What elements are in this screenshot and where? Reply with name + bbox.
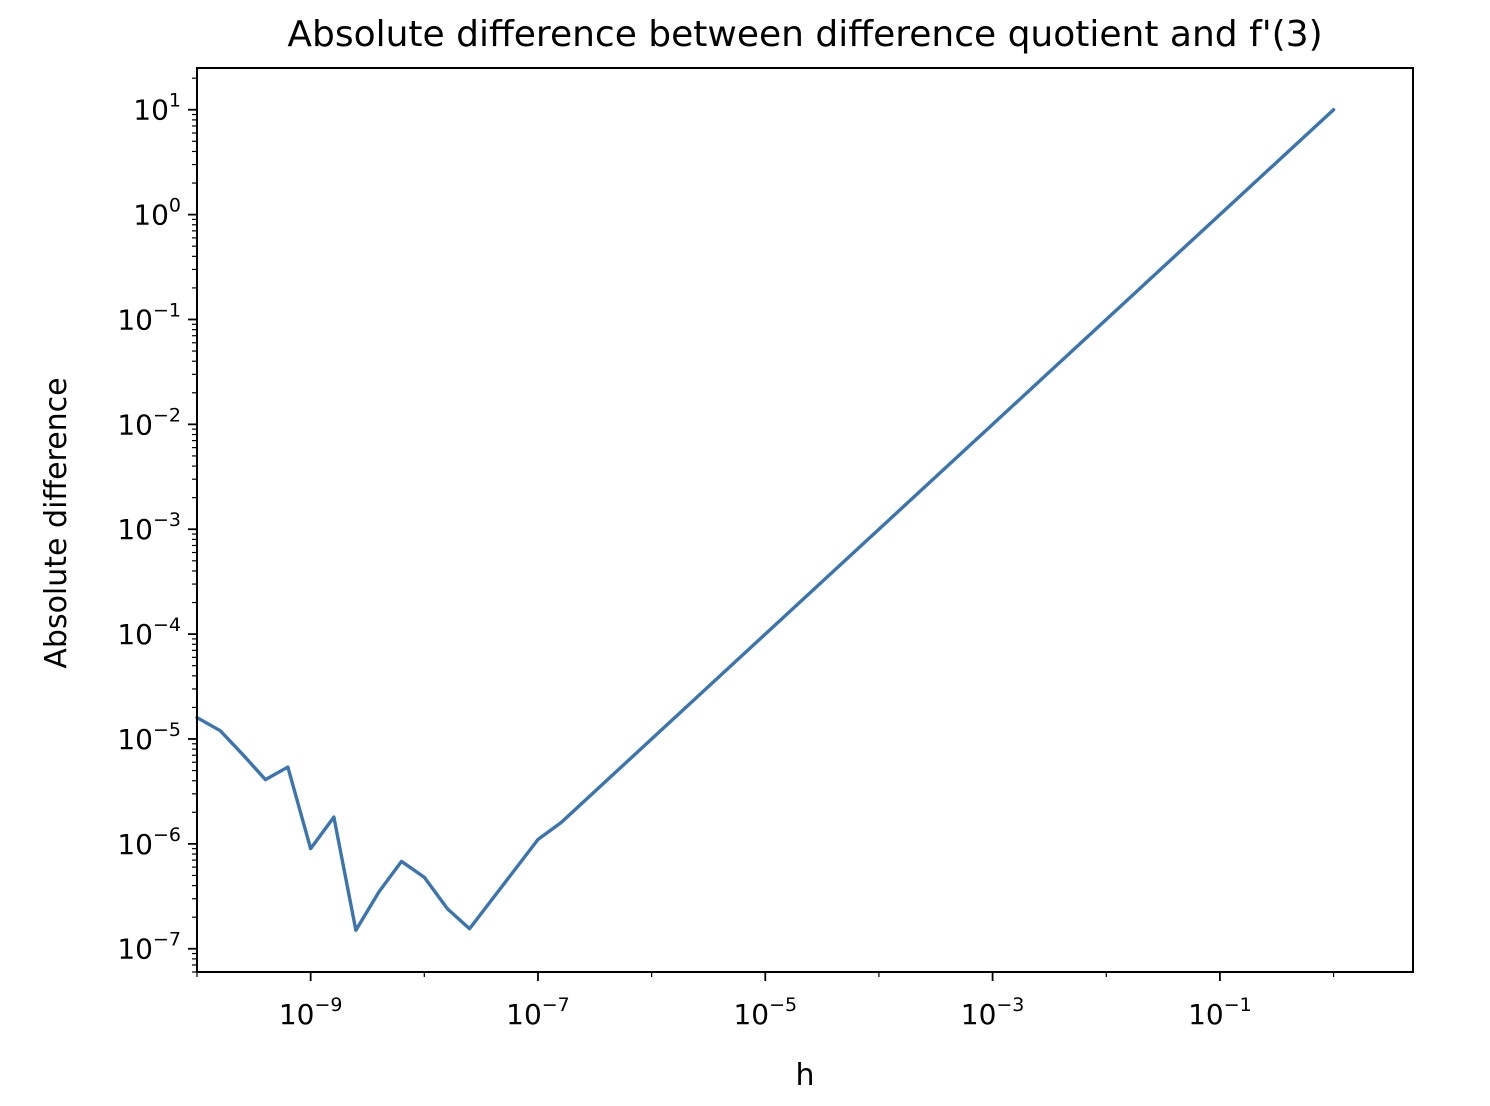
y-tick-base: 10: [117, 723, 153, 756]
x-tick-base: 10: [1188, 998, 1224, 1031]
y-tick-exponent: −5: [153, 719, 181, 741]
y-axis-label: Absolute difference: [39, 377, 74, 668]
x-tick-exponent: −5: [769, 994, 797, 1016]
x-tick-label: 10−3: [961, 994, 1025, 1031]
y-tick-exponent: −1: [153, 299, 181, 321]
y-tick-exponent: −2: [153, 404, 181, 426]
x-tick-base: 10: [506, 998, 542, 1031]
y-tick-label: 100: [133, 195, 181, 232]
y-tick-exponent: −3: [153, 509, 181, 531]
x-tick-exponent: −1: [1224, 994, 1252, 1016]
y-tick-exponent: 1: [169, 90, 181, 112]
x-tick-exponent: −7: [542, 994, 570, 1016]
y-tick-base: 10: [117, 618, 153, 651]
y-tick-label: 10−7: [117, 929, 181, 966]
y-tick-label: 10−3: [117, 509, 181, 546]
minor-ticks: [192, 77, 1335, 977]
y-tick-base: 10: [117, 408, 153, 441]
x-tick-base: 10: [961, 998, 997, 1031]
y-tick-exponent: −4: [153, 614, 181, 636]
y-tick-label: 10−1: [117, 299, 181, 336]
y-tick-exponent: −6: [153, 824, 181, 846]
x-tick-exponent: −9: [314, 994, 342, 1016]
y-tick-base: 10: [117, 828, 153, 861]
y-tick-base: 10: [133, 199, 169, 232]
x-tick-label: 10−9: [279, 994, 343, 1031]
x-tick-base: 10: [279, 998, 315, 1031]
x-tick-label: 10−1: [1188, 994, 1252, 1031]
y-tick-label: 10−5: [117, 719, 181, 756]
series-line: [195, 108, 1336, 932]
x-tick-base: 10: [733, 998, 769, 1031]
y-tick-label: 10−6: [117, 824, 181, 861]
y-tick-base: 10: [117, 513, 153, 546]
chart-title: Absolute difference between difference q…: [287, 14, 1322, 55]
y-tick-base: 10: [117, 933, 153, 966]
y-tick-exponent: 0: [169, 195, 181, 217]
y-tick-label: 10−4: [117, 614, 181, 651]
x-axis-label: h: [795, 1058, 814, 1093]
y-tick-exponent: −7: [153, 929, 181, 951]
major-ticks: [188, 108, 1221, 981]
y-tick-label: 101: [133, 90, 181, 127]
x-tick-exponent: −3: [996, 994, 1024, 1016]
plot-frame: [196, 67, 1414, 973]
y-tick-label: 10−2: [117, 404, 181, 441]
x-tick-label: 10−7: [506, 994, 570, 1031]
y-tick-base: 10: [133, 94, 169, 127]
y-tick-base: 10: [117, 303, 153, 336]
x-tick-label: 10−5: [733, 994, 797, 1031]
tick-labels: 10−9 10−7 10−5 10−3 10−110110010−110−210−310…: [117, 90, 1251, 1031]
